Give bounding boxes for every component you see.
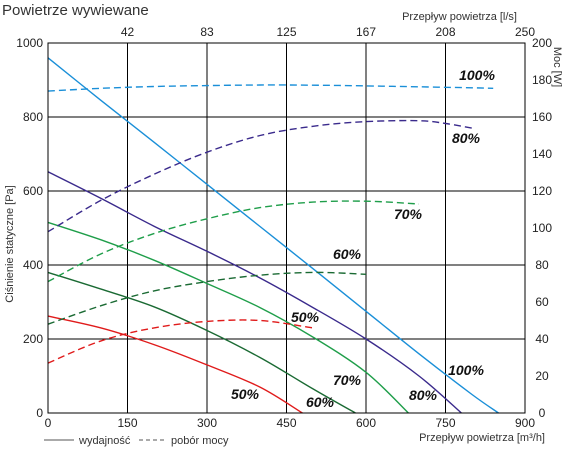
curve-label-pressure-100: 100% xyxy=(459,67,495,83)
x2-tick-label: 83 xyxy=(200,25,214,39)
x-tick-label: 900 xyxy=(515,416,535,430)
series-pressure-100 xyxy=(47,57,499,414)
curve-label-power-80: 80% xyxy=(452,130,481,146)
curve-label-pressure-50: 50% xyxy=(231,386,260,402)
y2-tick-label: 20 xyxy=(535,369,549,383)
legend-label-pobor-mocy: pobór mocy xyxy=(171,435,229,447)
y-axis-label: Ciśnienie statyczne [Pa] xyxy=(4,185,16,302)
curve-label-power-70: 70% xyxy=(394,206,423,222)
y-tick-label: 800 xyxy=(23,110,43,124)
x-tick-label: 0 xyxy=(45,416,52,430)
y-tick-label: 1000 xyxy=(16,36,43,50)
legend: wydajność pobór mocy xyxy=(44,435,229,447)
x2-tick-label: 125 xyxy=(276,25,296,39)
x2-tick-label: 42 xyxy=(121,25,135,39)
curve-label-power-60: 60% xyxy=(333,246,362,262)
series-pressure-70 xyxy=(47,221,409,414)
y2-tick-label: 120 xyxy=(532,184,552,198)
x2-axis-label: Przepływ powietrza [l/s] xyxy=(402,11,517,23)
series-power-100 xyxy=(47,84,494,92)
y2-tick-label: 160 xyxy=(532,110,552,124)
series-power-70 xyxy=(47,200,420,283)
y2-tick-label: 60 xyxy=(535,295,549,309)
y-tick-label: 0 xyxy=(36,406,43,420)
x-tick-label: 750 xyxy=(435,416,455,430)
series-layer xyxy=(47,57,499,414)
y2-tick-label: 140 xyxy=(532,147,552,161)
y2-tick-label: 80 xyxy=(535,258,549,272)
legend-label-wydajnosc: wydajność xyxy=(78,435,131,447)
series-power-80 xyxy=(47,119,473,233)
x-tick-label: 150 xyxy=(117,416,137,430)
grid xyxy=(48,43,525,413)
y-tick-label: 200 xyxy=(23,332,43,346)
curve-labels: 100% 80% 70% 60% 50% 100% 80% 70% 60% 50% xyxy=(231,67,495,410)
curve-label-pressure-60: 60% xyxy=(306,394,335,410)
x2-tick-label: 167 xyxy=(356,25,376,39)
chart-title: Powietrze wywiewane xyxy=(2,2,149,19)
y2-tick-label: 40 xyxy=(535,332,549,346)
y2-axis-label: Moc [W] xyxy=(551,47,563,87)
y-tick-label: 400 xyxy=(23,258,43,272)
y2-tick-label: 100 xyxy=(532,221,552,235)
plot-frame xyxy=(47,42,526,414)
y2-tick-label: 200 xyxy=(532,36,552,50)
y2-tick-label: 180 xyxy=(532,73,552,87)
x-tick-label: 300 xyxy=(197,416,217,430)
x-axis-label: Przepływ powietrza [m³/h] xyxy=(419,432,545,444)
x-tick-label: 450 xyxy=(276,416,296,430)
x2-tick-label: 250 xyxy=(515,25,535,39)
y2-tick-label: 0 xyxy=(539,406,546,420)
curve-label-power-50: 50% xyxy=(291,309,320,325)
tick-labels: 0 150 300 450 600 750 900 0 200 400 600 800 1000 0 20 4… xyxy=(16,25,552,430)
series-pressure-80 xyxy=(47,171,462,414)
curve-label-pressure-80: 80% xyxy=(409,387,438,403)
series-power-60 xyxy=(47,271,367,325)
series-pressure-50 xyxy=(47,315,303,414)
x2-tick-label: 208 xyxy=(435,25,455,39)
curve-label-pressure-100: 100% xyxy=(448,362,484,378)
series-power-50 xyxy=(47,319,314,364)
curve-label-pressure-70: 70% xyxy=(333,372,362,388)
x-tick-label: 600 xyxy=(356,416,376,430)
y-tick-label: 600 xyxy=(23,184,43,198)
series-pressure-60 xyxy=(47,271,356,414)
